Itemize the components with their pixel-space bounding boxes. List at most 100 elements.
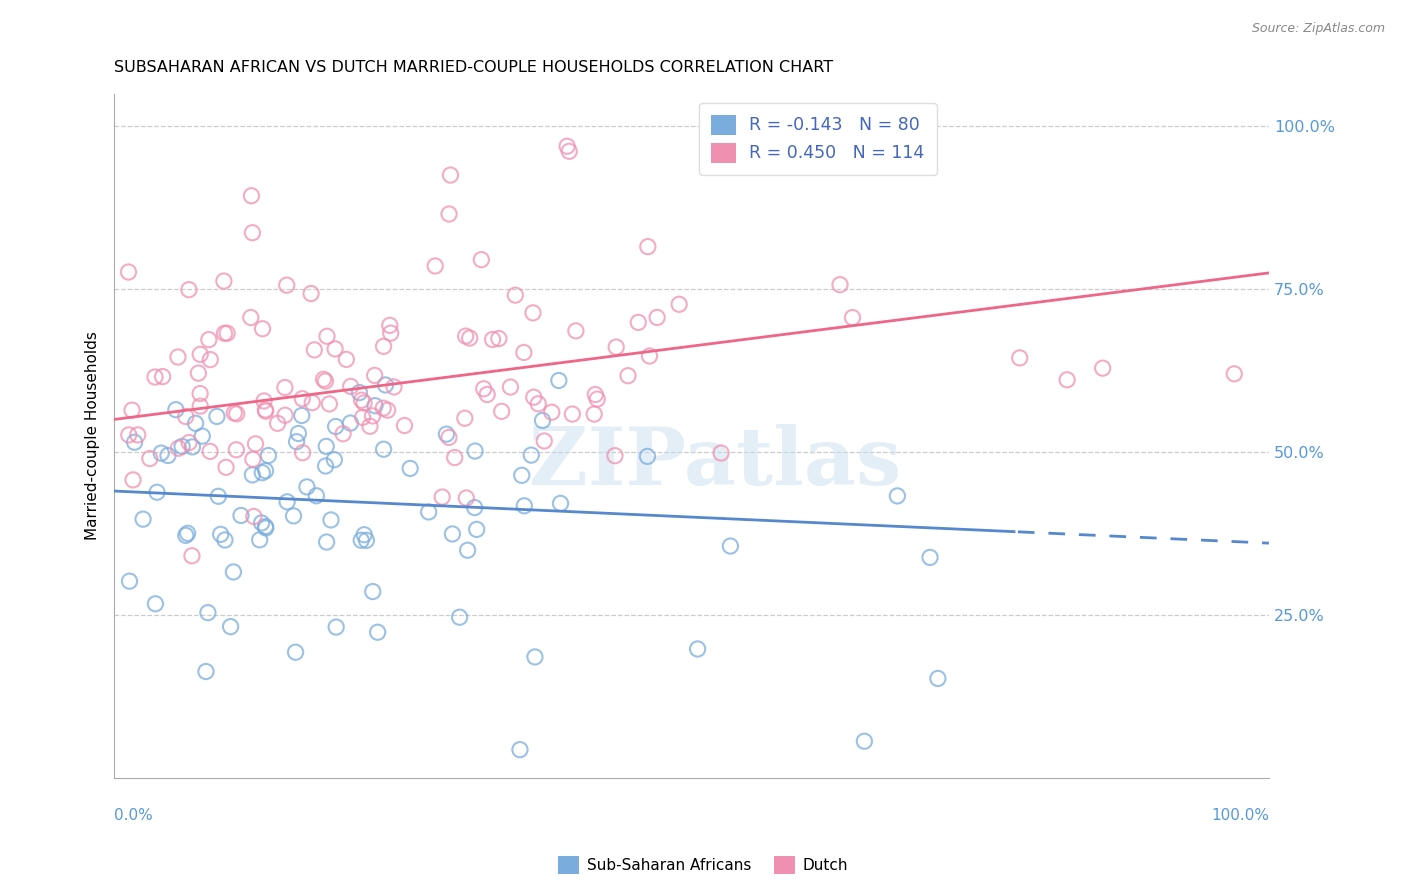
Point (305, 489, 328, 503)
Point (209, 527, 232, 541)
Point (1056, 373, 1078, 387)
Point (436, 427, 458, 442)
Point (257, 449, 280, 463)
Point (194, 665, 217, 679)
Point (399, 461, 422, 475)
Point (250, 516, 273, 530)
Point (359, 419, 381, 434)
Point (555, 139, 578, 153)
Point (454, 411, 477, 425)
Point (167, 350, 190, 364)
Point (239, 310, 262, 325)
Point (356, 533, 378, 548)
Point (274, 380, 297, 394)
Point (252, 322, 274, 336)
Point (242, 226, 264, 240)
Point (150, 446, 173, 460)
Point (361, 584, 384, 599)
Point (335, 352, 357, 367)
Point (274, 408, 297, 422)
Point (470, 252, 492, 267)
Point (316, 329, 339, 343)
Point (418, 505, 440, 519)
Point (586, 392, 609, 406)
Point (605, 340, 627, 354)
Point (477, 387, 499, 401)
Point (513, 345, 536, 359)
Point (1223, 367, 1246, 381)
Point (481, 333, 503, 347)
Point (638, 349, 661, 363)
Point (319, 513, 342, 527)
Text: 0.0%: 0.0% (114, 808, 153, 823)
Point (583, 407, 606, 421)
Point (325, 419, 347, 434)
Point (465, 522, 488, 536)
Point (373, 442, 395, 457)
Point (254, 403, 277, 417)
Point (188, 399, 211, 413)
Point (124, 435, 146, 450)
Point (152, 369, 174, 384)
Point (243, 509, 266, 524)
Point (167, 442, 190, 456)
Point (284, 645, 307, 659)
Point (224, 406, 246, 420)
Point (627, 315, 650, 329)
Point (472, 382, 495, 396)
Point (718, 539, 741, 553)
Text: 100.0%: 100.0% (1211, 808, 1268, 823)
Point (353, 527, 375, 541)
Point (523, 390, 546, 404)
Point (380, 326, 402, 340)
Point (637, 239, 659, 253)
Point (177, 283, 200, 297)
Point (191, 429, 214, 443)
Point (603, 449, 626, 463)
Point (441, 527, 464, 541)
Point (240, 188, 263, 202)
Point (225, 442, 247, 457)
Point (174, 409, 197, 424)
Point (181, 549, 204, 563)
Point (349, 385, 371, 400)
Point (207, 489, 229, 503)
Point (266, 417, 288, 431)
Point (291, 409, 314, 423)
Point (174, 528, 197, 542)
Point (464, 500, 486, 515)
Point (853, 734, 876, 748)
Point (184, 417, 207, 431)
Point (458, 331, 481, 345)
Point (513, 499, 536, 513)
Point (828, 277, 851, 292)
Point (205, 409, 228, 424)
Point (374, 378, 396, 392)
Point (315, 458, 337, 473)
Point (219, 620, 242, 634)
Point (254, 404, 277, 418)
Point (139, 451, 162, 466)
Point (217, 326, 239, 341)
Point (531, 413, 554, 427)
Point (352, 410, 374, 425)
Point (373, 401, 395, 416)
Point (118, 574, 141, 589)
Point (565, 324, 588, 338)
Point (350, 393, 373, 408)
Point (312, 372, 335, 386)
Point (350, 533, 373, 548)
Point (287, 426, 309, 441)
Point (558, 145, 581, 159)
Point (339, 379, 361, 393)
Point (686, 642, 709, 657)
Point (249, 533, 271, 547)
Point (353, 396, 375, 410)
Point (373, 339, 395, 353)
Point (457, 543, 479, 558)
Point (197, 606, 219, 620)
Point (323, 452, 346, 467)
Point (1008, 351, 1031, 365)
Point (464, 444, 486, 458)
Point (364, 399, 387, 413)
